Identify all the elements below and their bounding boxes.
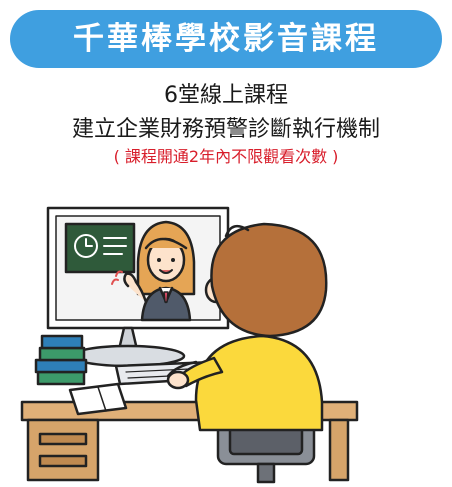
- book-stack: [34, 334, 88, 386]
- access-note-text: ( 課程開通2年內不限觀看次數 ): [113, 147, 339, 166]
- title-banner: 千華棒學校影音課程: [10, 10, 442, 68]
- student-hand: [166, 370, 190, 390]
- online-learning-illustration-icon: [20, 206, 359, 484]
- chair-post: [256, 462, 276, 484]
- banner-title: 千華棒學校影音課程: [73, 20, 379, 57]
- student-shirt: [194, 334, 324, 432]
- desk-drawer: [26, 418, 100, 482]
- desk-leg: [328, 418, 350, 482]
- course-count-text: 6堂線上課程: [164, 83, 288, 108]
- student-hair: [210, 222, 328, 338]
- course-subject-text: 建立企業財務預警診斷執行機制: [71, 117, 380, 142]
- notebook: [68, 382, 128, 416]
- chalkboard: [64, 222, 136, 274]
